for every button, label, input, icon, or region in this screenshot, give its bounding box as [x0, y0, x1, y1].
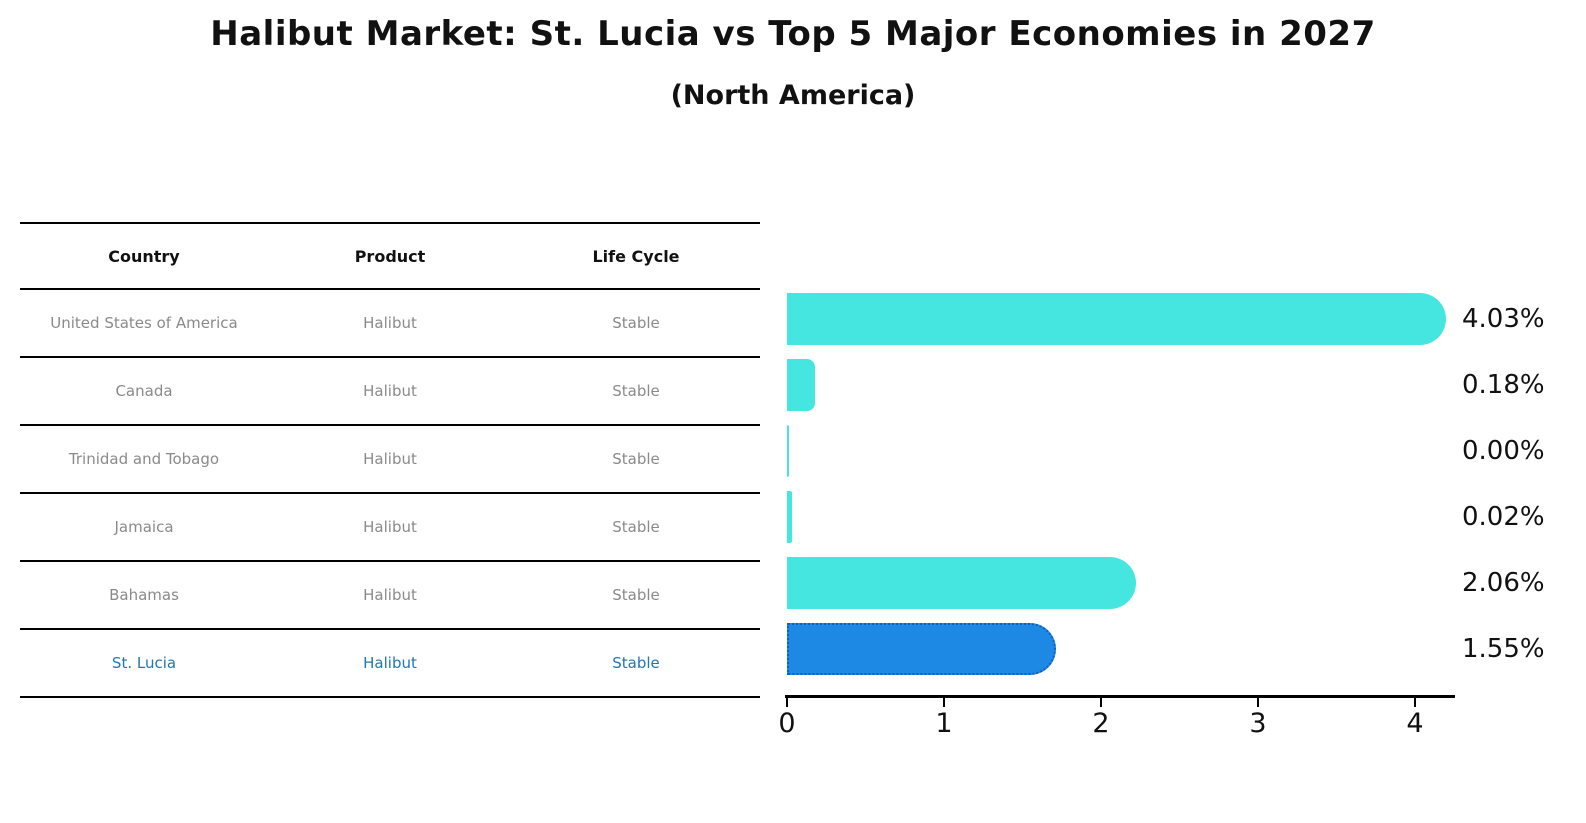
product-cell: Halibut — [363, 382, 417, 400]
column-header-product: Product — [354, 246, 426, 266]
x-axis-tick-label: 0 — [778, 708, 796, 739]
product-cell: Halibut — [363, 518, 417, 536]
column-header-life-cycle: Life Cycle — [592, 246, 680, 266]
country-table: Country Product Life Cycle United States… — [20, 222, 760, 698]
bar-chart: 4.03% 0.18% 0.00% 0.02% 2.06% 1.55% 0 1 … — [778, 0, 1586, 823]
table-row: Bahamas Halibut Stable — [20, 560, 760, 628]
x-axis-tick-label: 1 — [935, 708, 953, 739]
x-axis-tick — [1257, 698, 1259, 707]
life-cycle-cell: Stable — [612, 382, 660, 400]
country-cell: Jamaica — [114, 518, 174, 536]
bar-st-lucia-highlight — [787, 623, 1056, 675]
x-axis-tick — [1414, 698, 1416, 707]
product-cell: Halibut — [363, 586, 417, 604]
column-header-country: Country — [108, 246, 180, 266]
bar-jamaica — [787, 491, 792, 543]
chart-title: Halibut Market: St. Lucia vs Top 5 Major… — [210, 14, 1376, 54]
life-cycle-cell: Stable — [612, 518, 660, 536]
country-cell: United States of America — [50, 314, 238, 332]
bar-trinidad-and-tobago — [787, 425, 789, 477]
x-axis-tick-label: 2 — [1092, 708, 1110, 739]
x-axis-tick — [943, 698, 945, 707]
life-cycle-cell: Stable — [612, 314, 660, 332]
life-cycle-cell: Stable — [612, 450, 660, 468]
x-axis-tick-label: 4 — [1406, 708, 1424, 739]
product-cell: Halibut — [363, 314, 417, 332]
country-cell: Trinidad and Tobago — [68, 450, 220, 468]
country-cell: Bahamas — [109, 586, 179, 604]
product-cell: Halibut — [363, 450, 417, 468]
x-axis-line — [785, 695, 1455, 698]
x-axis-tick — [1100, 698, 1102, 707]
table-row-highlight-st-lucia: St. Lucia Halibut Stable — [20, 628, 760, 698]
table-row: United States of America Halibut Stable — [20, 288, 760, 356]
country-cell: St. Lucia — [111, 654, 177, 672]
bar-value-label: 0.18% — [1462, 370, 1545, 400]
bar-canada — [787, 359, 815, 411]
bar-value-label: 1.55% — [1462, 634, 1545, 664]
x-axis-tick-label: 3 — [1249, 708, 1267, 739]
table-header-row: Country Product Life Cycle — [20, 222, 760, 288]
bar-value-label: 4.03% — [1462, 304, 1545, 334]
bar-value-label: 2.06% — [1462, 568, 1545, 598]
table-row: Jamaica Halibut Stable — [20, 492, 760, 560]
bar-value-label: 0.02% — [1462, 502, 1545, 532]
bar-bahamas — [787, 557, 1136, 609]
life-cycle-cell: Stable — [612, 654, 660, 672]
table-row: Trinidad and Tobago Halibut Stable — [20, 424, 760, 492]
x-axis-tick — [786, 698, 788, 707]
table-row: Canada Halibut Stable — [20, 356, 760, 424]
life-cycle-cell: Stable — [612, 586, 660, 604]
chart-subtitle: (North America) — [670, 80, 916, 111]
country-cell: Canada — [115, 382, 173, 400]
bar-value-label: 0.00% — [1462, 436, 1545, 466]
product-cell: Halibut — [363, 654, 417, 672]
bar-united-states-of-america — [787, 293, 1446, 345]
